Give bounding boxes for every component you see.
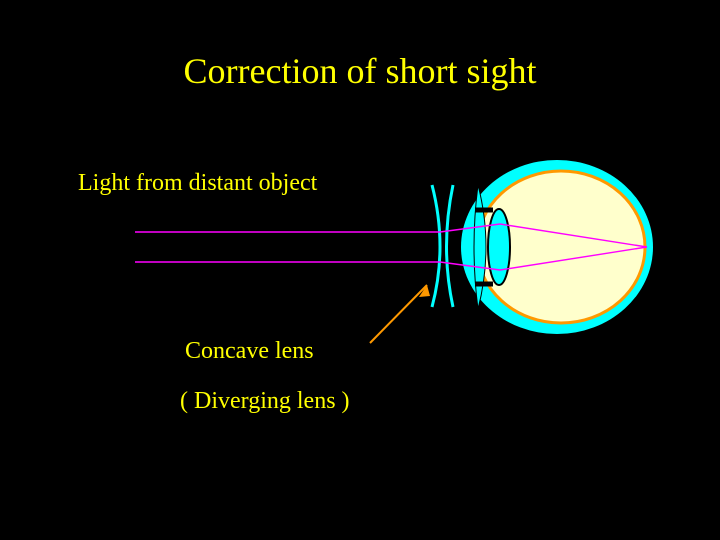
slide: Correction of short sight Light from dis… <box>0 0 720 540</box>
concave-lens-right-arc <box>447 185 454 307</box>
label-distant-object: Light from distant object <box>78 170 317 197</box>
label-concave-lens: Concave lens <box>185 338 314 365</box>
inner-eye-lens <box>488 209 510 285</box>
label-diverging-lens: ( Diverging lens ) <box>180 388 350 415</box>
concave-lens-left-arc <box>432 185 440 307</box>
pointer-line <box>370 285 427 343</box>
diagram-svg <box>0 0 720 540</box>
